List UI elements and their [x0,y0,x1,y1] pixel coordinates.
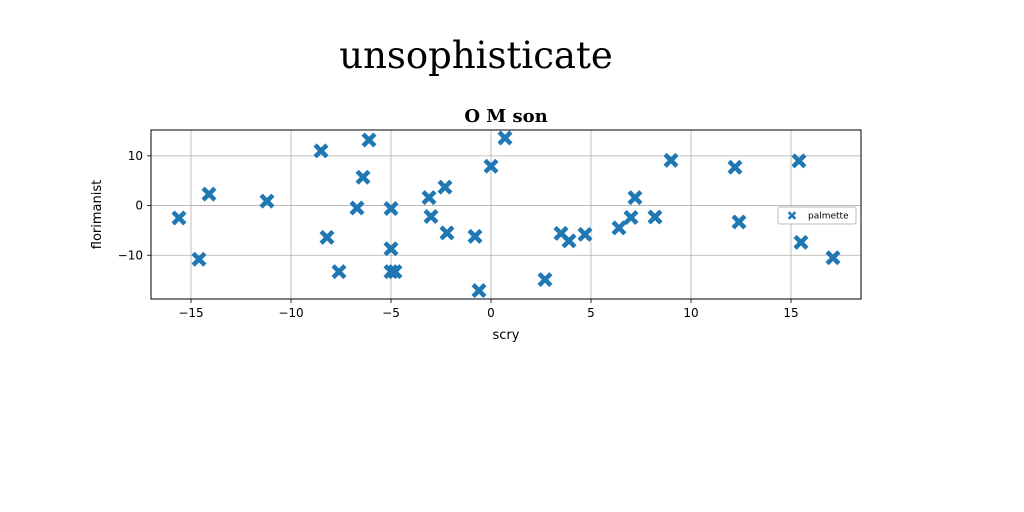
chart-title: O M son [464,106,547,127]
legend: palmette [777,206,857,225]
scatter-point [467,228,483,244]
scatter-point [355,169,371,185]
scatter-point [497,130,513,146]
scatter-point [793,234,809,250]
legend-marker [787,211,797,220]
scatter-point [647,209,663,225]
scatter-point [383,264,399,280]
scatter-point [439,225,455,241]
grid-lines [151,130,861,299]
scatter-point [331,264,347,280]
x-tick-label: −10 [278,306,303,320]
x-tick-label: 5 [587,306,595,320]
scatter-point [727,159,743,175]
legend-label: palmette [808,212,849,222]
scatter-point [361,132,377,148]
scatter-point [623,209,639,225]
x-tick-label: −5 [382,306,400,320]
scatter-point [471,283,487,299]
x-tick-label: 10 [683,306,698,320]
y-tick-label: 0 [135,199,143,213]
y-tick-label: −10 [118,248,143,262]
scatter-point [319,229,335,245]
scatter-point [627,190,643,206]
scatter-point [313,143,329,159]
scatter-point [259,193,275,209]
x-tick-label: 15 [783,306,798,320]
scatter-point [191,251,207,267]
axis-ticks: −15 −10 −5 0 5 10 15 −10 0 10 [118,149,799,320]
plot-area-frame [150,129,862,300]
legend-box [777,206,857,225]
scatter-point [383,201,399,217]
scatter-point [423,208,439,224]
scatter-point [171,210,187,226]
scatter-point [561,233,577,249]
y-axis-label: florimanist [90,180,105,249]
scatter-point [349,200,365,216]
x-axis-label: scry [493,328,520,343]
page-title: unsophisticate [339,34,613,77]
x-tick-label: 0 [487,306,495,320]
scatter-point [731,214,747,230]
x-tick-label: −15 [178,306,203,320]
scatter-point [421,190,437,206]
scatter-point [437,179,453,195]
scatter-point [483,158,499,174]
scatter-point [611,220,627,236]
scatter-point [387,264,403,280]
scatter-point [537,272,553,288]
scatter-point [201,186,217,202]
scatter-point [791,153,807,169]
scatter-point [663,152,679,168]
scatter-point [383,241,399,257]
scatter-point [577,226,593,242]
y-tick-label: 10 [128,149,143,163]
scatter-point [825,250,841,266]
data-points [171,130,841,299]
